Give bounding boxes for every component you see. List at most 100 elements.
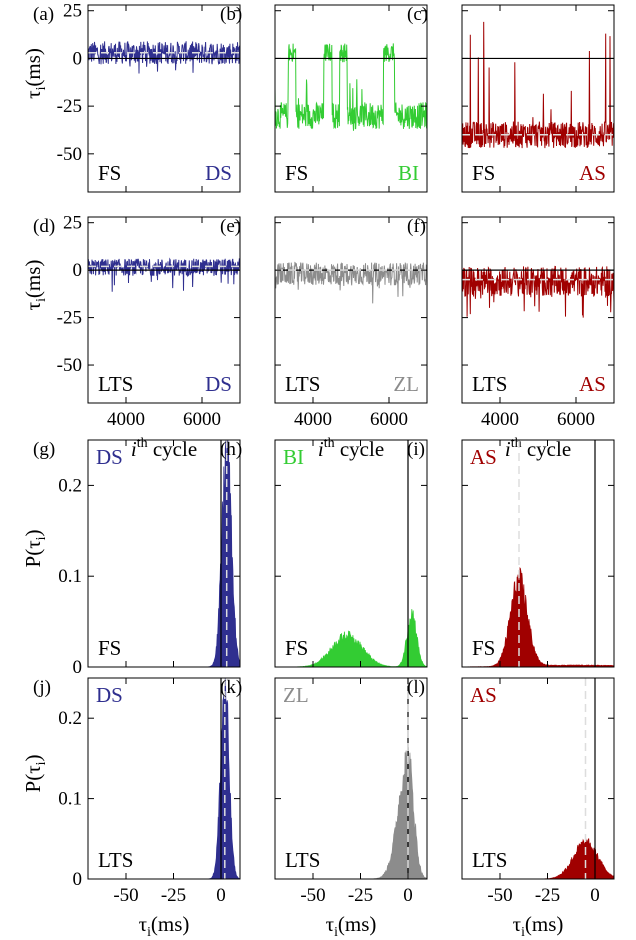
- panel-label: (l): [407, 677, 425, 698]
- state-label: ZL: [283, 683, 309, 707]
- panel-label: (a): [33, 4, 54, 25]
- y-tick-label: 0: [73, 869, 83, 890]
- neuron-label: LTS: [98, 372, 133, 396]
- neuron-label: FS: [98, 161, 121, 185]
- y-tick-label: -25: [57, 96, 82, 117]
- y-tick-label: 0.2: [58, 475, 82, 496]
- panel-c: (c) FS AS: [407, 4, 615, 193]
- trace-series: [88, 257, 240, 292]
- x-tick-label: -50: [113, 885, 138, 906]
- y-axis-label: τi(ms): [21, 48, 48, 99]
- y-axis-label: P(τi): [21, 755, 48, 793]
- plot-frame: [87, 4, 241, 193]
- neuron-label: FS: [285, 161, 308, 185]
- y-tick-label: 0: [73, 657, 83, 678]
- trace-group: [275, 43, 427, 131]
- panel-label: (d): [33, 216, 55, 237]
- x-tick-label: -25: [161, 885, 186, 906]
- panel-j: 0.2 0.1 0 -50 -25 0 τi(ms) P(τi) (j) DS LTS: [21, 677, 241, 939]
- panel-k: -50 -25 0 τi(ms) (k) ZL LTS: [220, 677, 428, 939]
- trace-group: [88, 257, 240, 292]
- x-tick-label: 6000: [370, 409, 408, 430]
- histogram-group: [88, 678, 240, 879]
- panel-label: (e): [220, 216, 241, 237]
- trace-group: [462, 21, 614, 149]
- state-label: DS: [205, 372, 232, 396]
- panel-label: (i): [407, 439, 425, 460]
- panel-label: (k): [220, 677, 242, 698]
- state-label: BI: [283, 445, 304, 469]
- x-tick-label: -25: [535, 885, 560, 906]
- y-axis-label: τi(ms): [21, 260, 48, 311]
- x-tick-label: 4000: [481, 409, 519, 430]
- state-label: AS: [470, 683, 497, 707]
- state-label: AS: [579, 161, 606, 185]
- trace-group: [462, 265, 614, 318]
- neuron-label: LTS: [285, 372, 320, 396]
- trace-series: [462, 265, 614, 318]
- x-tick-label: 4000: [107, 409, 145, 430]
- y-tick-label: 25: [63, 213, 82, 234]
- histogram-area: [462, 838, 614, 879]
- state-label: DS: [205, 161, 232, 185]
- state-label: ZL: [393, 372, 419, 396]
- y-tick-label: 25: [63, 1, 82, 22]
- histogram-area: [275, 747, 427, 879]
- panel-a: 25 0 -25 -50 τi(ms) (a) FS DS: [21, 1, 241, 193]
- panel-i: (i) AS FS: [407, 439, 615, 668]
- plot-frame: [274, 677, 428, 880]
- trace-series: [462, 21, 614, 149]
- plot-frame: [87, 677, 241, 880]
- panel-d: 25 0 -25 -50 4000 6000 ith cycle τi(ms) (d) LTS DS: [21, 213, 241, 461]
- panel-h: (h) BI FS: [220, 439, 428, 668]
- neuron-label: FS: [472, 636, 495, 660]
- panel-e: 4000 6000 ith cycle (e) LTS ZL: [220, 216, 428, 461]
- neuron-label: FS: [285, 636, 308, 660]
- x-tick-label: -25: [348, 885, 373, 906]
- neuron-label: LTS: [98, 848, 133, 872]
- state-label: DS: [96, 445, 123, 469]
- neuron-label: FS: [98, 636, 121, 660]
- state-label: AS: [470, 445, 497, 469]
- y-tick-label: -25: [57, 308, 82, 329]
- x-tick-label: 0: [216, 885, 226, 906]
- x-tick-label: -50: [300, 885, 325, 906]
- y-tick-label: 0.2: [58, 708, 82, 729]
- state-label: AS: [579, 372, 606, 396]
- plot-frame: [87, 216, 241, 404]
- x-axis-label: ith cycle: [318, 436, 384, 461]
- x-axis-label: τi(ms): [326, 912, 377, 939]
- y-tick-label: -50: [57, 144, 82, 165]
- y-tick-label: 0.1: [58, 789, 82, 810]
- y-tick-label: 0.1: [58, 566, 82, 587]
- trace-group: [88, 41, 240, 74]
- panel-label: (f): [407, 216, 426, 237]
- plot-frame: [274, 439, 428, 668]
- x-axis-label: ith cycle: [131, 436, 197, 461]
- plot-frame: [87, 439, 241, 668]
- neuron-label: LTS: [472, 848, 507, 872]
- plot-frame: [274, 216, 428, 404]
- histogram-area: [88, 440, 240, 667]
- x-tick-label: 6000: [557, 409, 595, 430]
- neuron-label: LTS: [472, 372, 507, 396]
- x-tick-label: 6000: [183, 409, 221, 430]
- panel-label: (h): [220, 439, 242, 460]
- panel-label: (g): [33, 439, 55, 460]
- plot-frame: [461, 4, 615, 193]
- panel-f: 4000 6000 ith cycle (f) LTS AS: [407, 216, 615, 461]
- plot-frame: [274, 4, 428, 193]
- histogram-group: [88, 440, 240, 667]
- trace-series: [275, 43, 427, 131]
- state-label: BI: [398, 161, 419, 185]
- trace-series: [275, 261, 427, 304]
- trace-series: [88, 41, 240, 74]
- histogram-area: [88, 678, 240, 879]
- x-tick-label: 0: [590, 885, 600, 906]
- y-axis-label: P(τi): [21, 530, 48, 568]
- plot-frame: [461, 216, 615, 404]
- histogram-group: [462, 838, 614, 879]
- x-axis-label: ith cycle: [505, 436, 571, 461]
- x-tick-label: 0: [403, 885, 413, 906]
